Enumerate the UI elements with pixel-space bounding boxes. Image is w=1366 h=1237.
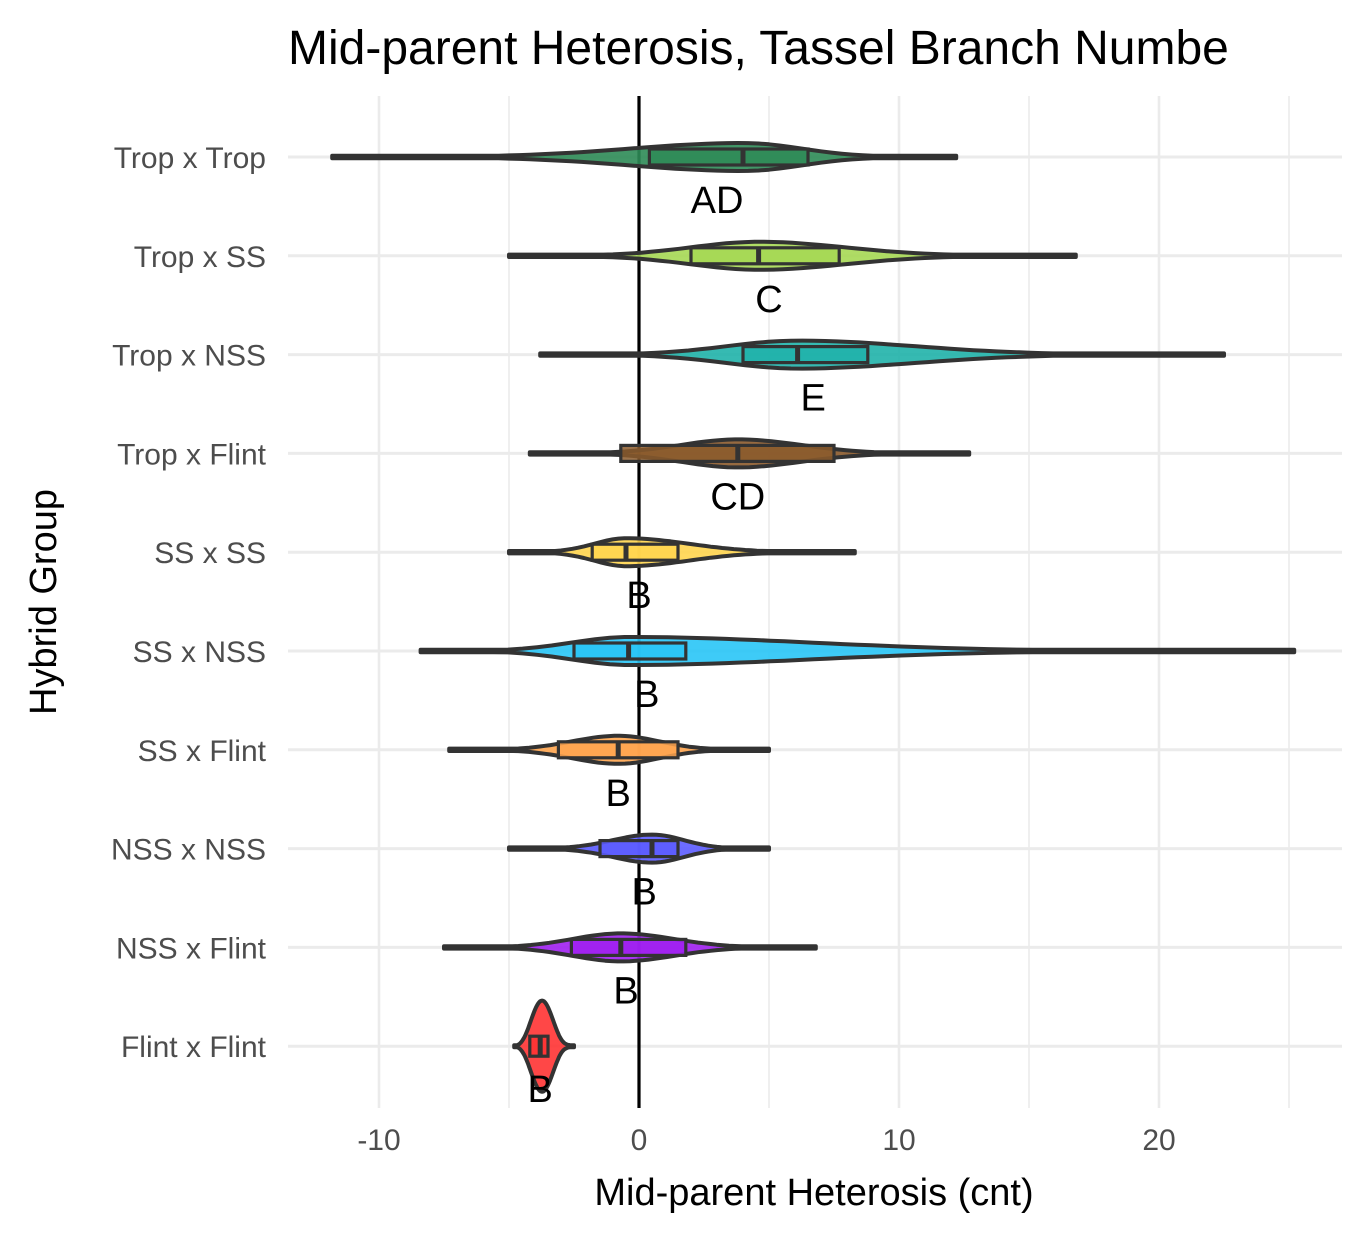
y-tick-label: Trop x Flint bbox=[117, 438, 267, 471]
box-iqr bbox=[741, 345, 870, 365]
violin-group bbox=[538, 338, 1226, 371]
group-letter-label: B bbox=[632, 872, 657, 914]
group-letter-label: CD bbox=[710, 476, 765, 518]
violin-shape bbox=[418, 635, 1297, 667]
group-letter-label: B bbox=[626, 575, 651, 617]
box-iqr bbox=[689, 246, 841, 266]
violin-group bbox=[442, 931, 818, 964]
box-iqr bbox=[619, 443, 836, 463]
group-letter-label: C bbox=[755, 279, 782, 321]
group-letter-label: B bbox=[606, 773, 631, 815]
y-tick-label: Trop x SS bbox=[134, 241, 266, 274]
violin-group bbox=[447, 733, 771, 766]
violin-shape bbox=[538, 338, 1226, 371]
x-tick-label: 20 bbox=[1142, 1124, 1175, 1157]
y-tick-label: Trop x Trop bbox=[114, 142, 266, 175]
y-tick-label: SS x SS bbox=[154, 537, 266, 570]
violin-shape bbox=[330, 141, 959, 173]
box-iqr bbox=[590, 542, 680, 562]
group-letter-label: AD bbox=[691, 180, 744, 222]
y-tick-label: Flint x Flint bbox=[121, 1031, 267, 1064]
box-iqr bbox=[569, 937, 688, 958]
chart-title: Mid-parent Heterosis, Tassel Branch Numb… bbox=[288, 22, 1229, 75]
violin-group bbox=[512, 998, 576, 1094]
x-tick-label-layer: -10 0 10 20 bbox=[357, 1124, 1175, 1157]
y-axis-title: Hybrid Group bbox=[23, 489, 65, 715]
violin-group bbox=[507, 832, 771, 865]
box-iqr bbox=[647, 147, 810, 167]
group-letter-layer: AD C E CD B B B B B B bbox=[528, 180, 826, 1111]
y-tick-label: NSS x NSS bbox=[111, 834, 266, 867]
group-letter-label: B bbox=[613, 970, 638, 1012]
violin-shape bbox=[507, 536, 857, 569]
x-axis-title: Mid-parent Heterosis (cnt) bbox=[594, 1172, 1033, 1214]
x-tick-label: 0 bbox=[631, 1124, 648, 1157]
violin-group bbox=[507, 536, 857, 569]
box-iqr bbox=[598, 838, 680, 859]
violin-group bbox=[330, 141, 959, 173]
y-tick-label-layer: Trop x Trop Trop x SS Trop x NSS Trop x Fli… bbox=[111, 142, 267, 1064]
violin-group bbox=[527, 437, 972, 470]
x-tick-label: 10 bbox=[882, 1124, 915, 1157]
x-tick-label: -10 bbox=[357, 1124, 400, 1157]
violin-layer bbox=[330, 141, 1297, 1094]
group-letter-label: B bbox=[528, 1069, 553, 1111]
y-tick-label: SS x Flint bbox=[138, 735, 267, 768]
group-letter-label: E bbox=[801, 378, 826, 420]
y-tick-label: Trop x NSS bbox=[112, 340, 266, 373]
y-tick-label: NSS x Flint bbox=[116, 932, 267, 965]
violin-group bbox=[507, 239, 1078, 272]
y-tick-label: SS x NSS bbox=[133, 636, 266, 669]
group-letter-label: B bbox=[634, 674, 659, 716]
violin-group bbox=[418, 635, 1297, 667]
